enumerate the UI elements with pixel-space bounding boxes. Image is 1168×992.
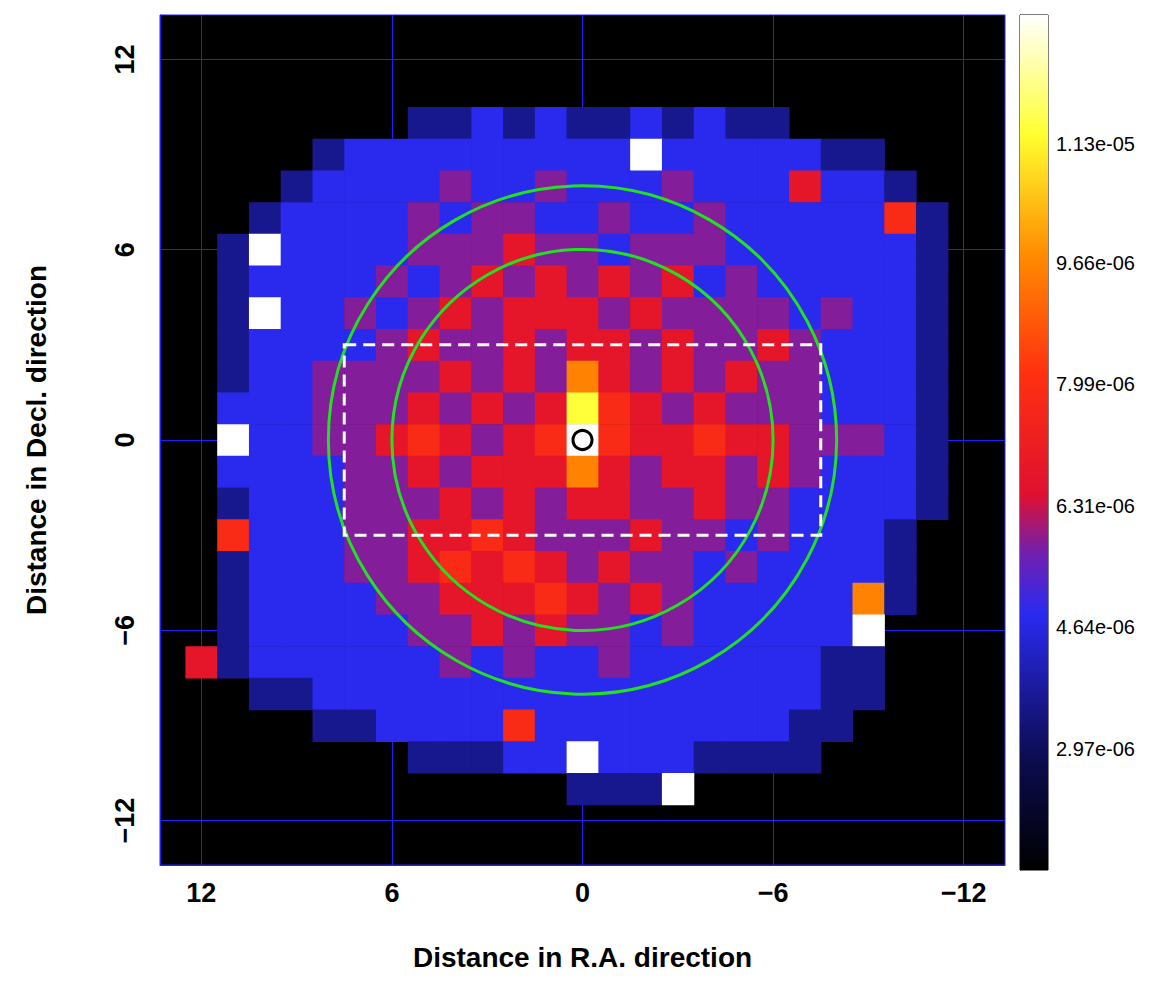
svg-text:12: 12 [186, 878, 216, 908]
svg-text:−12: −12 [110, 798, 140, 844]
svg-text:0: 0 [575, 878, 590, 908]
svg-text:4.64e-06: 4.64e-06 [1056, 616, 1135, 638]
svg-text:6: 6 [110, 242, 140, 257]
svg-text:2.97e-06: 2.97e-06 [1056, 738, 1135, 760]
svg-text:Distance in Decl. direction: Distance in Decl. direction [21, 265, 52, 615]
svg-text:0: 0 [110, 432, 140, 447]
svg-text:−6: −6 [758, 878, 789, 908]
svg-text:1.13e-05: 1.13e-05 [1056, 133, 1135, 155]
svg-text:6.31e-06: 6.31e-06 [1056, 495, 1135, 517]
svg-text:6: 6 [384, 878, 399, 908]
svg-text:7.99e-06: 7.99e-06 [1056, 373, 1135, 395]
svg-text:−12: −12 [941, 878, 987, 908]
svg-text:9.66e-06: 9.66e-06 [1056, 252, 1135, 274]
svg-text:Distance in R.A. direction: Distance in R.A. direction [413, 942, 752, 973]
svg-text:12: 12 [110, 44, 140, 74]
svg-text:−6: −6 [110, 615, 140, 646]
